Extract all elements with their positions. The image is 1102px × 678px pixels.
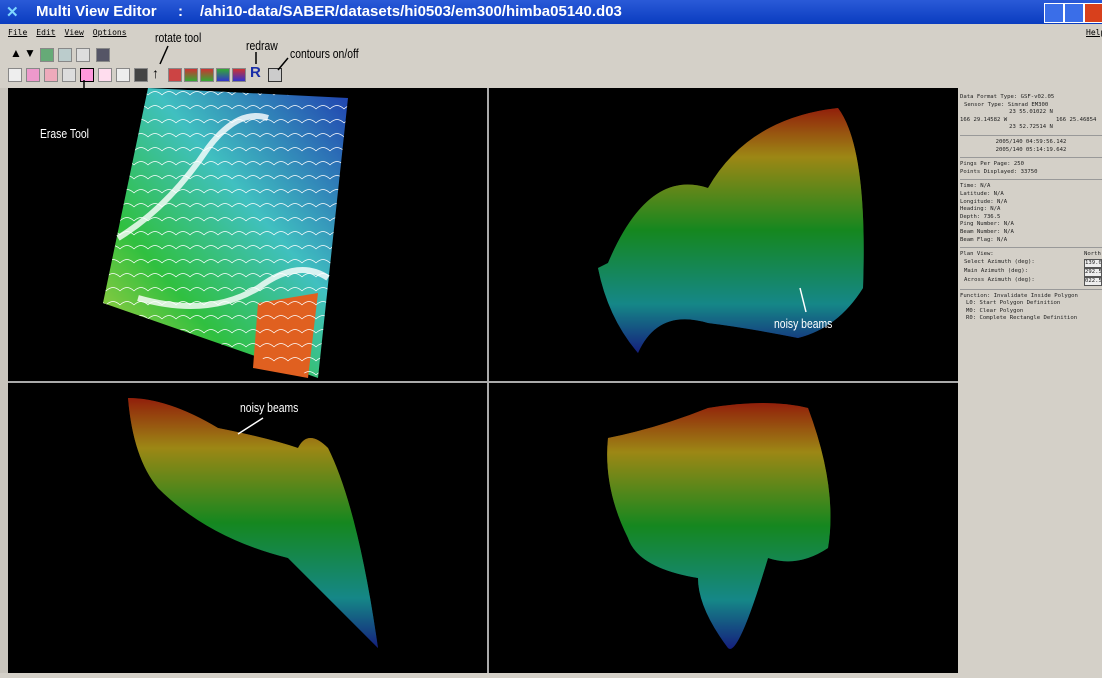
info-line: Pings Per Page: 250 xyxy=(960,161,1024,168)
function-line: L0: Start Polygon Definition xyxy=(966,300,1061,307)
maximize-button[interactable] xyxy=(1064,3,1084,23)
views-svg xyxy=(8,88,958,673)
view-area: Erase Tool noisy beams noisy beams xyxy=(8,88,958,673)
file-path: /ahi10-data/SABER/datasets/hi0503/em300/… xyxy=(200,3,622,20)
menu-bar: File Edit View Options Help xyxy=(0,24,1102,40)
tool-button[interactable] xyxy=(98,68,112,82)
function-line: Function: Invalidate Inside Polygon xyxy=(960,292,1078,299)
info-line: 166 29.14582 W xyxy=(960,116,1008,123)
fields: Time: N/A Latitude: N/A Longitude: N/A Head… xyxy=(960,183,1102,244)
tool-button[interactable] xyxy=(200,68,214,82)
down-button[interactable]: ▼ xyxy=(24,46,36,60)
azimuth-row: Across Azimuth (deg): 022.5 xyxy=(960,276,1102,287)
function-line: R0: Complete Rectangle Definition xyxy=(966,315,1078,322)
menu-help[interactable]: Help xyxy=(1086,28,1102,37)
app-name: Multi View Editor xyxy=(36,3,157,20)
info-line: Plan View: North xyxy=(960,251,1102,259)
info-line: 23 55.01022 N xyxy=(1009,109,1053,116)
tool-button[interactable] xyxy=(116,68,130,82)
annotation: noisy beams xyxy=(774,316,833,331)
azimuth-row: Select Azimuth (deg): 139.0 xyxy=(960,258,1102,269)
azimuth-row: Main Azimuth (deg): 292.5 xyxy=(960,267,1102,278)
tool-button[interactable] xyxy=(134,68,148,82)
info-field: Longitude: N/A xyxy=(960,198,1008,205)
up-button[interactable]: ▲ xyxy=(10,46,22,60)
info-line: Points Displayed: 33750 xyxy=(960,168,1038,175)
azimuth-input[interactable]: 022.5 xyxy=(1084,276,1102,287)
info-line: North xyxy=(1084,251,1101,258)
annotation: redraw xyxy=(246,38,278,53)
app-icon: ✕ xyxy=(6,4,19,21)
azimuth-label: Main Azimuth (deg): xyxy=(964,267,1028,274)
info-line: 166 29.14582 W 166 25.46854 xyxy=(960,117,1102,125)
menu-item[interactable]: Edit xyxy=(36,28,56,37)
erase-tool-button[interactable] xyxy=(80,68,94,82)
tool-button[interactable] xyxy=(168,68,182,82)
menu-item[interactable]: Options xyxy=(92,28,127,37)
info-field: Heading: N/A xyxy=(960,206,1001,213)
tool-button[interactable] xyxy=(26,68,40,82)
toolbar-1: ▲ ▼ rotate tool redraw contours on/off xyxy=(0,30,958,66)
plan-view xyxy=(103,88,348,378)
tool-button[interactable] xyxy=(216,68,230,82)
separator: : xyxy=(178,3,183,20)
azimuths: Select Azimuth (deg): 139.0 Main Azimuth (… xyxy=(960,258,1102,287)
rotate-tool-button[interactable]: ↑ xyxy=(152,65,159,81)
info-field: Depth: 736.5 xyxy=(960,213,1001,220)
contours-button[interactable] xyxy=(268,68,282,82)
annotation: Erase Tool xyxy=(40,126,89,141)
redraw-button[interactable]: R xyxy=(250,64,261,81)
azimuth-label: Select Azimuth (deg): xyxy=(964,258,1035,265)
title-bar: ✕ Multi View Editor : /ahi10-data/SABER/… xyxy=(0,0,1102,24)
info-line: Data Format Type: GSF-v02.05 xyxy=(960,94,1055,100)
tool-button[interactable] xyxy=(40,48,54,62)
info-panel: Data Format Type: GSF-v02.05 Sensor Type… xyxy=(960,94,1102,673)
info-field: Latitude: N/A xyxy=(960,190,1004,197)
annotation: contours on/off xyxy=(290,46,359,61)
close-button[interactable] xyxy=(1084,3,1102,23)
tool-button[interactable] xyxy=(96,48,110,62)
info-line: 166 25.46854 xyxy=(1056,116,1097,123)
menu-item[interactable]: View xyxy=(64,28,84,37)
info-line: Sensor Type: Simrad EM300 xyxy=(964,101,1049,108)
function-line: M0: Clear Polygon xyxy=(966,307,1024,314)
tool-button[interactable] xyxy=(58,48,72,62)
info-field: Time: N/A xyxy=(960,183,991,190)
info-line: Plan View: xyxy=(960,251,994,258)
zoom-button[interactable] xyxy=(76,48,90,62)
menu-item[interactable]: File xyxy=(8,28,28,37)
tool-button[interactable] xyxy=(62,68,76,82)
info-field: Ping Number: N/A xyxy=(960,221,1014,228)
minimize-button[interactable] xyxy=(1044,3,1064,23)
function-help: Function: Invalidate Inside Polygon L0: S… xyxy=(960,293,1102,323)
tool-button[interactable] xyxy=(44,68,58,82)
toolbar-2: ↑ R xyxy=(0,64,958,86)
info-line: 2005/140 05:14:19.642 xyxy=(995,146,1067,153)
tool-button[interactable] xyxy=(232,68,246,82)
point-cloud-view xyxy=(128,108,864,649)
annotation: rotate tool xyxy=(155,30,202,45)
azimuth-label: Across Azimuth (deg): xyxy=(964,276,1035,283)
tool-button[interactable] xyxy=(184,68,198,82)
info-field: Beam Number: N/A xyxy=(960,228,1014,235)
tool-button[interactable] xyxy=(8,68,22,82)
info-field: Beam Flag: N/A xyxy=(960,236,1008,243)
annotation: noisy beams xyxy=(240,400,299,415)
info-line: 23 52.72514 N xyxy=(1009,124,1053,131)
info-line: 2005/140 04:59:56.142 xyxy=(995,138,1067,145)
